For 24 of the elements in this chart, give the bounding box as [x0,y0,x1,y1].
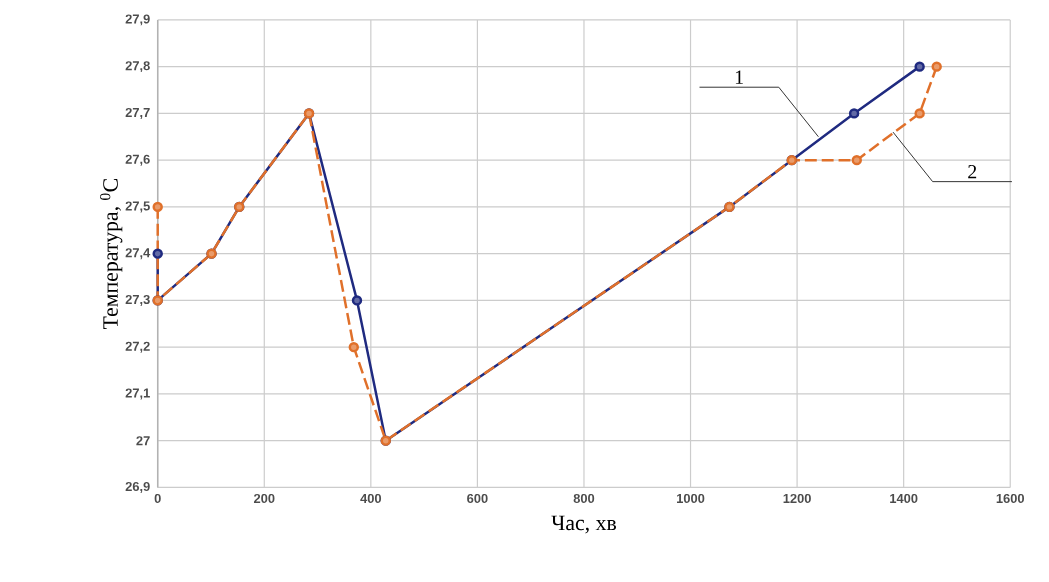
x-tick-label: 1600 [996,493,1025,504]
x-tick-label: 200 [253,493,275,504]
x-tick-label: 600 [467,493,488,504]
y-tick-label: 27,5 [125,201,150,213]
y-tick-label: 27,3 [125,294,150,306]
y-tick-label: 27,1 [125,388,150,400]
y-tick-label: 27,8 [125,61,150,73]
x-axis-title: Час, хв [551,515,617,534]
y-tick-label: 26,9 [125,481,150,493]
x-tick-label: 400 [360,493,382,504]
y-tick-label: 27,6 [125,154,150,166]
x-tick-label: 1000 [677,493,705,504]
x-tick-label: 0 [154,493,161,504]
annotation: 1 [735,70,743,84]
x-tick-label: 1200 [783,493,811,504]
y-tick-label: 27 [136,436,150,446]
y-tick-label: 27,2 [125,341,150,353]
y-tick-label: 27,4 [125,248,151,260]
y-axis-title: Температура, $^{0}$C [100,179,123,330]
y-tick-label: 27,9 [125,14,150,26]
annotation: 2 [968,165,977,179]
x-tick-label: 1400 [890,493,918,504]
y-tick-label: 27,7 [125,107,150,119]
x-tick-label: 800 [573,493,595,504]
